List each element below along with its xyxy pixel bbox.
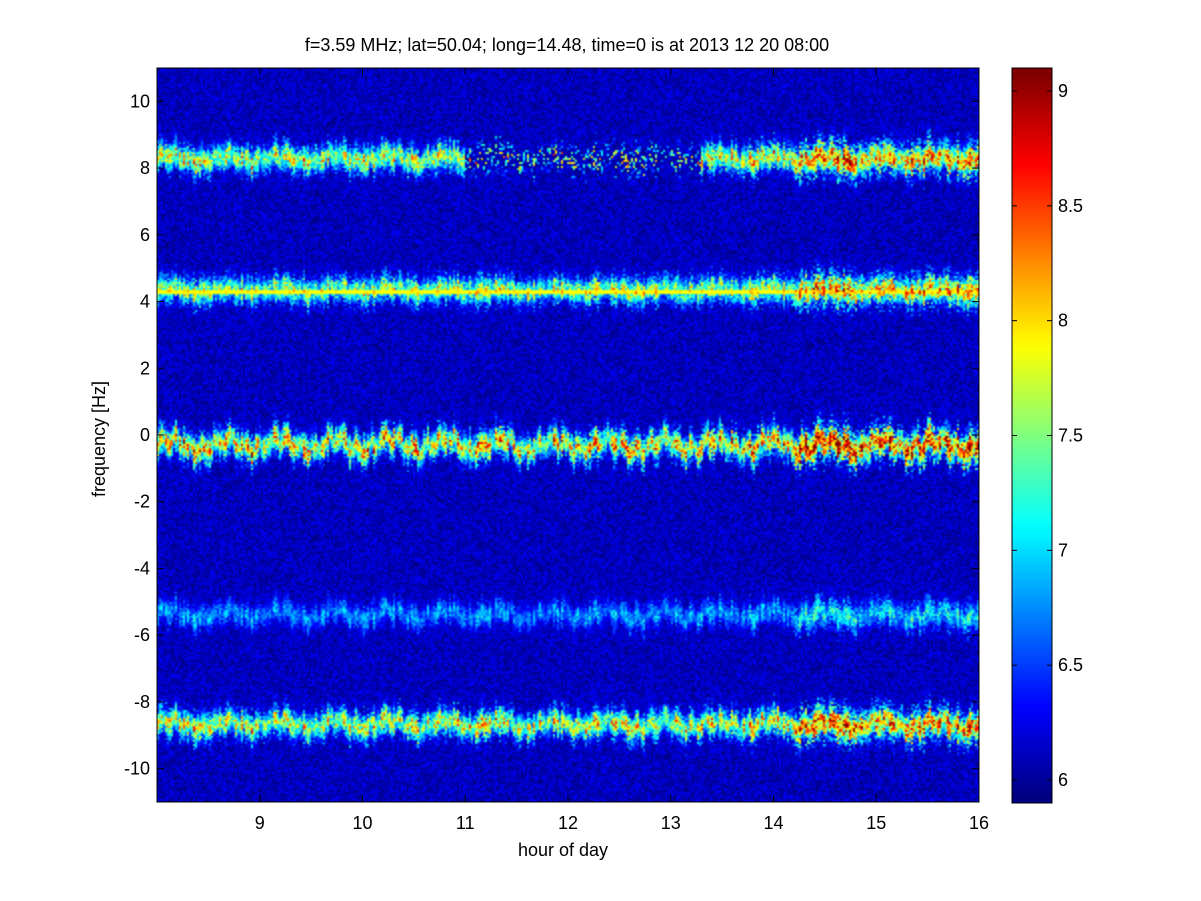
y-tick-label: 8 — [140, 158, 150, 178]
x-tick-label: 13 — [661, 813, 681, 833]
x-axis-label: hour of day — [518, 840, 608, 860]
colorbar-gradient — [1012, 68, 1052, 803]
y-tick-label: 4 — [140, 292, 150, 312]
y-tick-label: -8 — [134, 692, 150, 712]
x-axis-ticks: 9 10 11 12 13 14 15 16 — [255, 68, 989, 833]
chart-title: f=3.59 MHz; lat=50.04; long=14.48, time=… — [305, 35, 829, 55]
colorbar-tick-label: 6 — [1058, 770, 1068, 790]
colorbar-tick-label: 7.5 — [1058, 426, 1083, 446]
y-tick-label: -10 — [124, 759, 150, 779]
colorbar-tick-label: 8.5 — [1058, 196, 1083, 216]
y-tick-label: -4 — [134, 558, 150, 578]
x-tick-label: 9 — [255, 813, 265, 833]
colorbar-tick-label: 7 — [1058, 540, 1068, 560]
x-tick-label: 12 — [558, 813, 578, 833]
x-tick-label: 14 — [763, 813, 783, 833]
spectrogram-plot: 9 10 11 12 13 14 15 16 -10 -8 -6 -4 -2 0 2 4 6 8 10 — [124, 67, 989, 833]
y-tick-label: 10 — [130, 91, 150, 111]
y-tick-label: -6 — [134, 625, 150, 645]
colorbar-ticks: 6 6.5 7 7.5 8 8.5 9 — [1012, 81, 1083, 790]
colorbar-tick-label: 8 — [1058, 311, 1068, 331]
spectrogram-heatmap — [157, 68, 979, 802]
colorbar: 6 6.5 7 7.5 8 8.5 9 — [1011, 67, 1083, 804]
x-tick-label: 10 — [352, 813, 372, 833]
y-axis-ticks: -10 -8 -6 -4 -2 0 2 4 6 8 10 — [124, 91, 979, 779]
x-tick-label: 11 — [456, 813, 475, 833]
y-tick-label: 0 — [140, 425, 150, 445]
x-tick-label: 15 — [866, 813, 886, 833]
x-tick-label: 16 — [969, 813, 989, 833]
y-axis-label: frequency [Hz] — [89, 381, 109, 497]
y-tick-label: -2 — [134, 492, 150, 512]
colorbar-tick-label: 9 — [1058, 81, 1068, 101]
y-tick-label: 2 — [140, 358, 150, 378]
y-tick-label: 6 — [140, 225, 150, 245]
colorbar-tick-label: 6.5 — [1058, 655, 1083, 675]
